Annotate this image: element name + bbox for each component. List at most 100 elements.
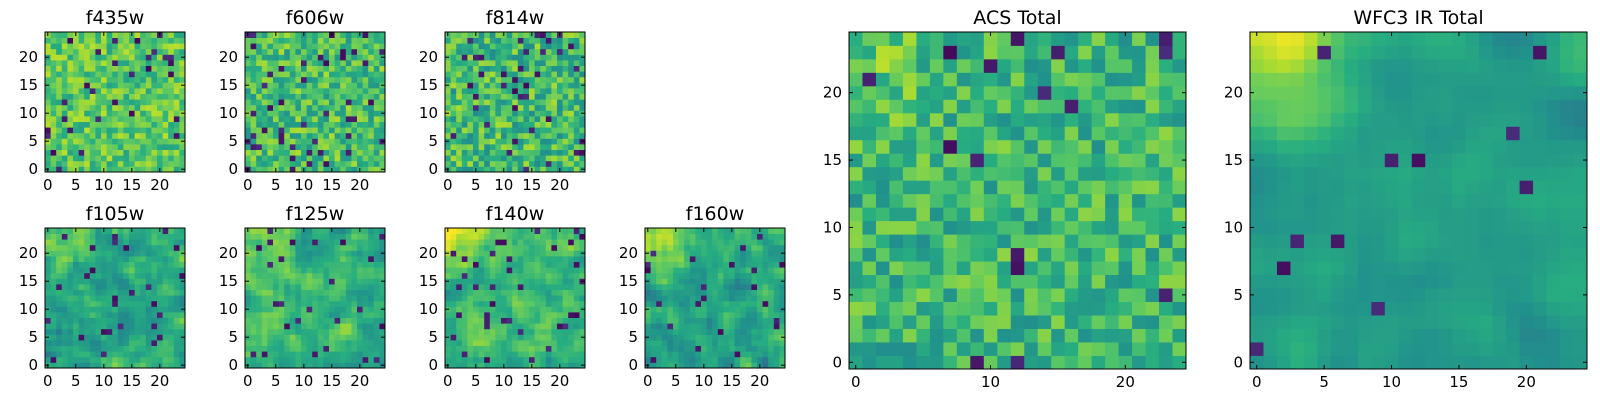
heatmap-cell — [345, 121, 352, 128]
heatmap-cell — [875, 315, 890, 329]
heatmap-cell — [95, 93, 102, 100]
heatmap-cell — [889, 301, 904, 316]
heatmap-cell — [512, 37, 519, 44]
heatmap-cell — [261, 65, 268, 72]
heatmap-cell — [1051, 274, 1066, 289]
heatmap-cell — [95, 32, 102, 38]
heatmap-cell — [689, 345, 696, 352]
heatmap-cell — [450, 144, 457, 150]
heatmap-cell — [573, 60, 580, 66]
heatmap-cell — [317, 93, 324, 100]
heatmap-cell — [768, 300, 775, 307]
heatmap-cell — [289, 138, 296, 145]
heatmap-cell — [579, 228, 586, 234]
heatmap-cell — [362, 93, 369, 100]
heatmap-cell — [734, 250, 741, 257]
heatmap-cell — [78, 228, 85, 234]
heatmap-cell — [517, 323, 524, 330]
heatmap-cell — [112, 127, 119, 134]
heatmap-cell — [345, 37, 352, 44]
heatmap-cell — [162, 289, 169, 296]
heatmap-cell — [362, 32, 369, 38]
heatmap-cell — [379, 356, 386, 363]
heatmap-cell — [168, 155, 175, 162]
heatmap-cell — [1105, 288, 1119, 302]
heatmap-cell — [1024, 274, 1039, 289]
heatmap-cell — [273, 65, 279, 72]
heatmap-cell — [129, 351, 135, 358]
heatmap-cell — [557, 351, 563, 358]
heatmap-cell — [684, 261, 691, 268]
heatmap-cell — [334, 362, 341, 369]
x-tick-label: 5 — [271, 372, 281, 390]
heatmap-cell — [67, 99, 74, 106]
heatmap-cell — [157, 132, 163, 139]
heatmap-cell — [101, 149, 107, 156]
heatmap-cell — [78, 323, 85, 330]
heatmap-cell — [562, 160, 569, 167]
heatmap-cell — [656, 278, 663, 285]
heatmap-cell — [650, 267, 657, 274]
heatmap-cell — [579, 295, 586, 302]
heatmap-cell — [301, 312, 307, 318]
heatmap-cell — [484, 60, 491, 66]
heatmap-cell — [478, 110, 485, 117]
heatmap-cell — [317, 250, 324, 257]
heatmap-cell — [523, 37, 530, 44]
heatmap-cell — [157, 312, 163, 318]
heatmap-cell — [357, 48, 363, 55]
heatmap-cell — [1159, 288, 1173, 302]
heatmap-cell — [529, 121, 535, 128]
heatmap-cell — [701, 244, 707, 251]
heatmap-cell — [506, 48, 513, 55]
heatmap-cell — [751, 317, 758, 324]
heatmap-cell — [312, 250, 319, 257]
heatmap-cell — [773, 284, 780, 290]
heatmap-cell — [334, 323, 341, 330]
heatmap-cell — [84, 54, 91, 61]
heatmap-cell — [478, 256, 485, 262]
heatmap-cell — [456, 317, 463, 324]
heatmap-cell — [362, 110, 369, 117]
heatmap-cell — [773, 250, 780, 257]
heatmap-cell — [461, 323, 468, 330]
heatmap-cell — [557, 116, 563, 122]
heatmap-cell — [289, 261, 296, 268]
heatmap-cell — [129, 284, 135, 290]
heatmap-cell — [106, 356, 113, 363]
heatmap-cell — [517, 345, 524, 352]
heatmap-cell — [173, 250, 180, 257]
heatmap-cell — [256, 37, 263, 44]
heatmap-cell — [317, 228, 324, 234]
heatmap-cell — [568, 82, 575, 89]
heatmap-cell — [295, 132, 302, 139]
heatmap-cell — [478, 351, 485, 358]
heatmap-cell — [117, 317, 124, 324]
heatmap-cell — [450, 351, 457, 358]
heatmap-cell — [340, 351, 347, 358]
heatmap-cell — [473, 121, 479, 128]
heatmap-cell — [501, 88, 507, 94]
heatmap-cell — [656, 250, 663, 257]
heatmap-cell — [129, 334, 135, 341]
heatmap-cell — [134, 48, 141, 55]
heatmap-cell — [101, 284, 107, 290]
heatmap-cell — [295, 121, 302, 128]
heatmap-cell — [278, 144, 285, 150]
heatmap-cell — [495, 295, 502, 302]
heatmap-cell — [579, 88, 586, 94]
heatmap-cell — [162, 43, 169, 50]
heatmap-cell — [997, 274, 1012, 289]
heatmap-cell — [678, 312, 685, 318]
heatmap-cell — [773, 233, 780, 240]
heatmap-cell — [73, 278, 79, 285]
heatmap-cell — [540, 121, 547, 128]
heatmap-cell — [673, 317, 679, 324]
heatmap-cell — [145, 99, 152, 106]
heatmap-cell — [562, 32, 569, 38]
heatmap-cell — [89, 228, 96, 234]
heatmap-cell — [45, 76, 51, 83]
heatmap-cell — [73, 233, 79, 240]
heatmap-cell — [489, 60, 496, 66]
heatmap-cell — [56, 160, 63, 167]
